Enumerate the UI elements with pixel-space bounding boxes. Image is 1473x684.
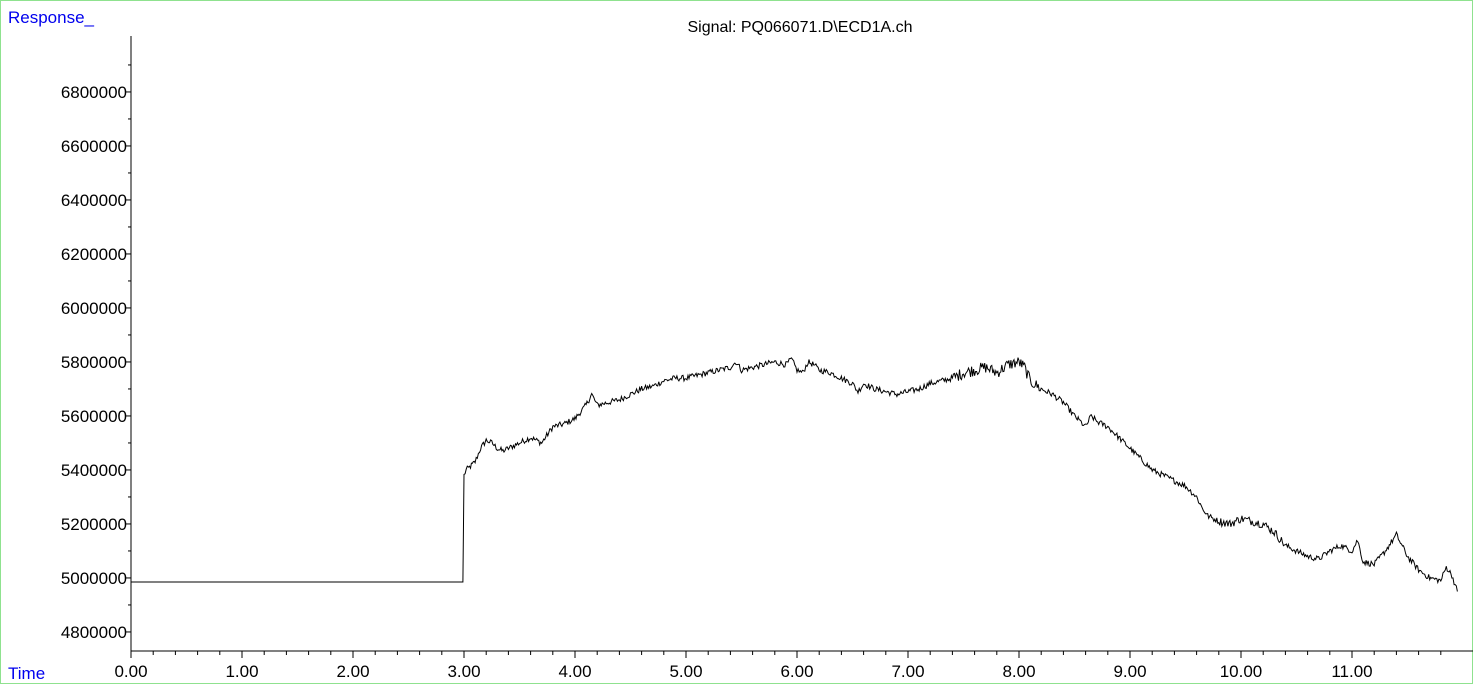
axes bbox=[130, 36, 1473, 652]
x-tick-label: 3.00 bbox=[447, 662, 480, 681]
x-tick-label: 10.00 bbox=[1220, 662, 1263, 681]
y-tick-label: 6000000 bbox=[61, 299, 127, 318]
x-tick-label: 7.00 bbox=[891, 662, 924, 681]
chart-title: Signal: PQ066071.D\ECD1A.ch bbox=[687, 19, 912, 36]
y-tick-label: 5400000 bbox=[61, 461, 127, 480]
x-tick-label: 2.00 bbox=[336, 662, 369, 681]
x-tick-label: 4.00 bbox=[558, 662, 591, 681]
x-tick-label: 5.00 bbox=[669, 662, 702, 681]
y-ticks: 4800000 5000000 5200000 5400000 5600000 58000… bbox=[61, 64, 131, 642]
y-tick-label: 6800000 bbox=[61, 83, 127, 102]
x-ticks: 0.00 1.00 2.00 3.00 4.00 5.00 6.00 7.00 8.00 9.00… bbox=[114, 651, 1442, 681]
y-tick-label: 6400000 bbox=[61, 191, 127, 210]
series-group bbox=[131, 357, 1458, 592]
y-tick-label: 5000000 bbox=[61, 569, 127, 588]
y-tick-label: 5600000 bbox=[61, 407, 127, 426]
y-tick-label: 5800000 bbox=[61, 353, 127, 372]
x-tick-label: 9.00 bbox=[1113, 662, 1146, 681]
signal-trace-line bbox=[131, 357, 1458, 592]
x-tick-label: 6.00 bbox=[780, 662, 813, 681]
x-tick-label: 0.00 bbox=[114, 662, 147, 681]
x-tick-label: 8.00 bbox=[1002, 662, 1035, 681]
y-axis-label: Response_ bbox=[8, 8, 95, 27]
x-tick-label: 11.00 bbox=[1331, 662, 1372, 681]
y-tick-label: 6200000 bbox=[61, 245, 127, 264]
y-tick-label: 5200000 bbox=[61, 515, 127, 534]
x-tick-label: 1.00 bbox=[225, 662, 258, 681]
y-tick-label: 4800000 bbox=[61, 623, 127, 642]
x-axis-label: Time bbox=[8, 664, 45, 683]
y-tick-label: 6600000 bbox=[61, 137, 127, 156]
